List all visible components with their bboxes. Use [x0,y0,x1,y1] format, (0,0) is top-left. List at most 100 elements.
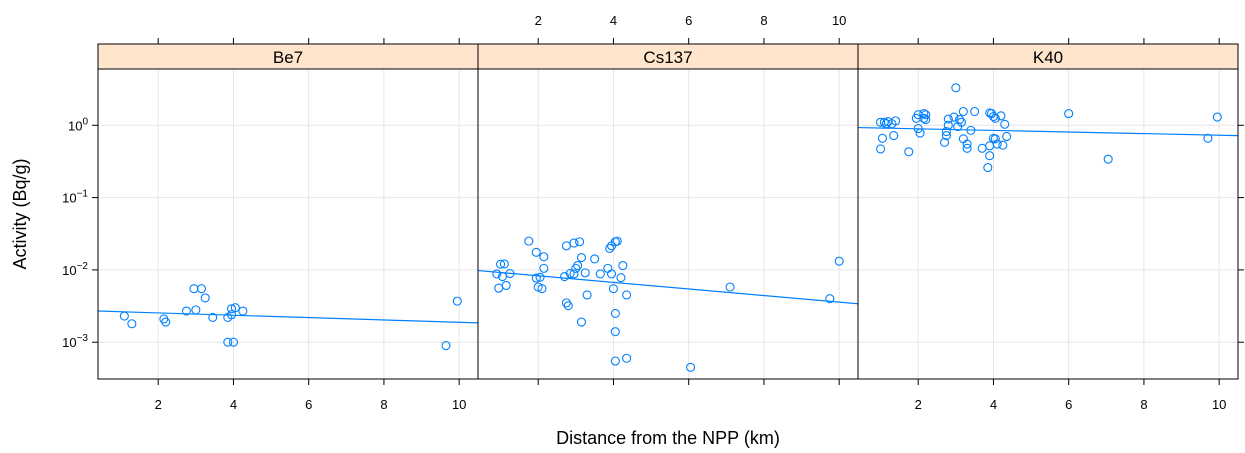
strip-label: Be7 [273,48,303,67]
x-tick-label: 8 [1140,397,1147,412]
strip-be7 [97,43,479,70]
data-point [196,284,207,294]
data-point [877,133,888,143]
data-point [524,236,534,246]
data-point [919,109,929,119]
x-tick-label: 4 [610,13,617,28]
data-point [569,269,579,279]
data-point [576,253,587,263]
data-point [563,301,573,311]
data-point [904,147,914,157]
y-tick-label: 100 [68,116,88,133]
trend-line-cs137 [477,269,859,305]
x-axis-title: Distance from the NPP (km) [556,428,780,448]
data-point [1000,119,1010,129]
data-point [943,120,953,130]
x-tick-label: 10 [832,13,846,28]
panel-border [857,68,1239,380]
data-point [616,273,626,283]
data-point [921,110,931,120]
data-point [1212,112,1222,122]
data-point [496,259,506,269]
data-point [595,269,605,279]
data-point [559,271,570,282]
x-tick-label: 2 [535,13,542,28]
data-point [996,111,1006,121]
x-tick-label: 10 [1212,397,1226,412]
data-point [622,353,632,363]
x-tick-label: 2 [155,397,162,412]
data-point [686,362,696,372]
data-point [501,280,511,290]
data-point [531,247,541,257]
data-point [941,131,951,141]
data-point [983,163,993,173]
data-point [605,243,615,253]
y-axis-title: Activity (Bq/g) [10,158,30,269]
data-point [834,256,844,266]
data-point [576,317,587,327]
data-point [610,327,620,337]
panel-k40: K40 2 4 6 8 10 [857,38,1239,412]
y-tick-exponent: 0 [82,116,88,127]
data-point [565,269,575,279]
data-point [990,113,1000,123]
data-point [618,260,628,271]
data-point [537,284,547,294]
data-point [208,312,218,323]
data-point [569,238,579,248]
data-point [200,293,210,303]
data-point [977,143,987,153]
data-point [610,356,620,366]
data-point [962,139,972,149]
data-point [985,151,995,161]
data-point [539,252,549,262]
data-point [622,290,632,300]
data-point [889,131,899,141]
x-tick-label: 4 [230,397,237,412]
data-point [571,263,581,273]
data-point [1203,133,1213,143]
data-point [985,141,995,151]
data-point [127,319,137,329]
y-tick-label: 10−2 [62,261,88,278]
panel-be7: Be7 2 4 6 8 10 [97,38,479,412]
data-point [881,119,891,129]
data-point [956,117,967,127]
data-point [610,308,620,318]
data-point [575,237,585,247]
data-point [531,273,541,283]
data-point [1002,131,1012,142]
data-point [876,144,886,154]
data-point [582,290,592,300]
data-point [441,340,451,351]
y-tick-exponent: −1 [77,189,89,200]
strip-label: Cs137 [643,48,692,67]
x-tick-label: 6 [305,397,312,412]
data-point [238,306,248,316]
x-tick-label: 6 [1065,397,1072,412]
data-point [998,140,1008,150]
x-tick-label: 6 [685,13,692,28]
data-point [494,283,504,293]
data-point [962,143,972,153]
data-point [227,304,237,314]
data-point [612,236,622,246]
data-point [603,263,613,273]
x-tick-label: 8 [380,397,387,412]
data-point [505,269,515,279]
data-point [951,83,961,93]
data-point [492,269,502,279]
y-tick-base: 10 [62,263,76,278]
data-point [955,114,965,125]
panel-cs137: Cs137 2 4 6 8 10 [477,13,859,385]
y-tick-base: 10 [62,191,76,206]
data-point [915,128,925,138]
data-point [966,125,976,135]
data-point [191,305,201,315]
data-point [921,114,931,125]
y-tick-label: 10−1 [62,189,88,206]
data-point [181,306,191,316]
y-tick-exponent: −3 [77,333,89,344]
